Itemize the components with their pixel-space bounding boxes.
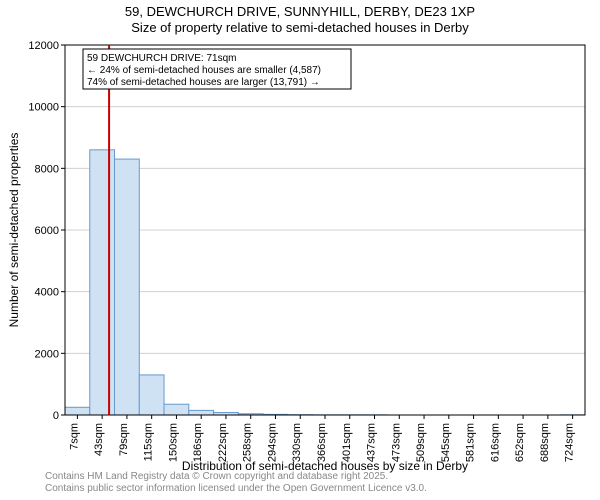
chart-title-line2: Size of property relative to semi-detach… (0, 20, 600, 35)
histogram-bar (189, 410, 214, 415)
histogram-bar (65, 407, 90, 415)
chart-title-line1: 59, DEWCHURCH DRIVE, SUNNYHILL, DERBY, D… (0, 4, 600, 19)
annotation-line2: ← 24% of semi-detached houses are smalle… (87, 65, 321, 76)
y-tick-label: 10000 (28, 102, 59, 114)
x-tick-label: 7sqm (68, 423, 80, 450)
x-tick-label: 688sqm (539, 423, 551, 462)
x-tick-label: 79sqm (118, 423, 130, 456)
histogram-bar (164, 404, 189, 415)
x-tick-label: 724sqm (564, 423, 576, 462)
y-axis-label: Number of semi-detached properties (7, 133, 21, 328)
x-tick-label: 186sqm (192, 423, 204, 462)
x-tick-label: 616sqm (489, 423, 501, 462)
y-tick-label: 12000 (28, 40, 59, 52)
x-tick-label: 545sqm (440, 423, 452, 462)
x-tick-label: 581sqm (465, 423, 477, 462)
x-tick-label: 150sqm (167, 423, 179, 462)
footer-line1: Contains HM Land Registry data © Crown c… (45, 471, 388, 482)
x-tick-label: 652sqm (514, 423, 526, 462)
histogram-bar (90, 150, 115, 415)
annotation-line3: 74% of semi-detached houses are larger (… (87, 77, 320, 88)
y-tick-label: 0 (53, 410, 59, 422)
x-tick-label: 294sqm (266, 423, 278, 462)
x-tick-label: 401sqm (341, 423, 353, 462)
x-tick-label: 437sqm (366, 423, 378, 462)
chart-container: 59, DEWCHURCH DRIVE, SUNNYHILL, DERBY, D… (0, 0, 600, 500)
y-tick-label: 6000 (35, 225, 59, 237)
y-tick-label: 4000 (35, 287, 59, 299)
x-tick-label: 473sqm (390, 423, 402, 462)
x-tick-label: 222sqm (217, 423, 229, 462)
footer-line2: Contains public sector information licen… (45, 483, 427, 494)
x-tick-label: 330sqm (291, 423, 303, 462)
histogram-chart: 0 2000 4000 6000 8000 10000 12000 7sqm 43sqm 79sq… (0, 0, 600, 500)
histogram-bar (115, 159, 140, 415)
x-tick-label: 115sqm (143, 423, 155, 461)
x-tick-label: 43sqm (93, 423, 105, 456)
histogram-bar (139, 375, 164, 415)
x-tick-label: 258sqm (242, 423, 254, 462)
x-tick-label: 366sqm (316, 423, 328, 462)
x-tick-label: 509sqm (415, 423, 427, 462)
annotation-line1: 59 DEWCHURCH DRIVE: 71sqm (87, 53, 236, 64)
y-tick-label: 8000 (35, 163, 59, 175)
y-tick-label: 2000 (35, 348, 59, 360)
